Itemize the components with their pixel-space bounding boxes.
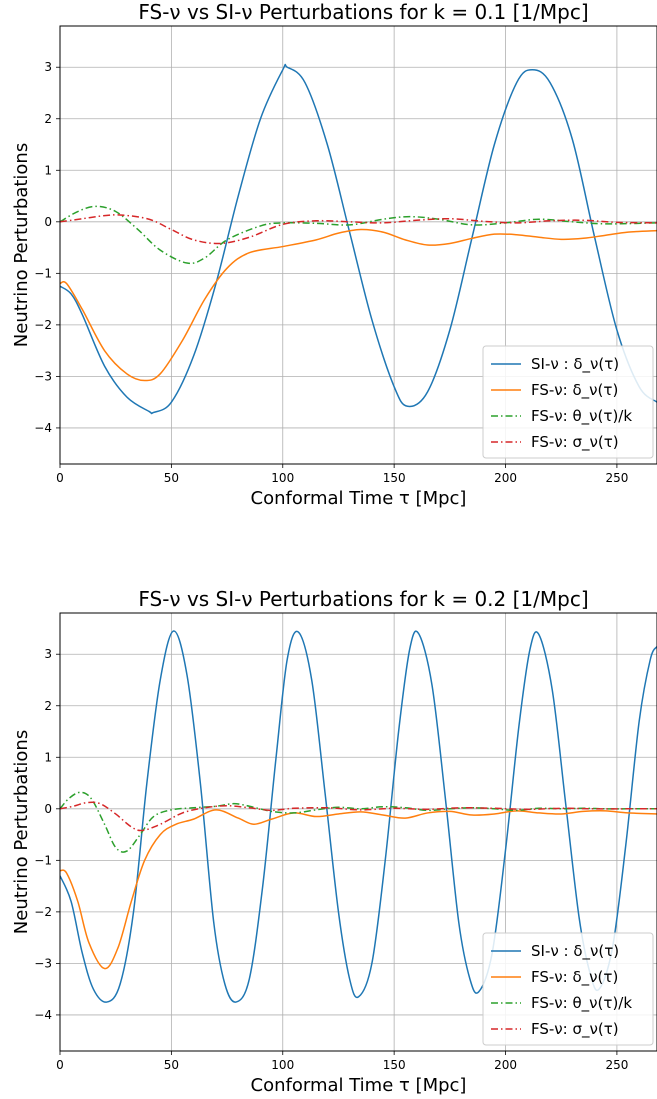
y-tick-label: −2 — [34, 318, 52, 332]
y-tick-label: −4 — [34, 421, 52, 435]
x-tick-label: 100 — [271, 471, 294, 485]
series-line-2 — [60, 809, 657, 970]
x-tick-label: 0 — [56, 471, 64, 485]
series-line-4 — [60, 801, 657, 832]
y-tick-label: 3 — [44, 60, 52, 74]
y-tick-label: 3 — [44, 647, 52, 661]
x-axis-label: Conformal Time τ [Mpc] — [251, 488, 467, 509]
x-tick-label: 250 — [605, 1058, 628, 1072]
x-tick-label: 250 — [605, 471, 628, 485]
legend-label-4: FS-ν: σ_ν(τ) — [531, 1020, 619, 1039]
x-tick-label: 50 — [164, 471, 179, 485]
y-tick-label: −1 — [34, 266, 52, 280]
series-group — [60, 630, 657, 1003]
legend-label-3: FS-ν: θ_ν(τ)/k — [531, 994, 632, 1013]
legend-label-2: FS-ν: δ_ν(τ) — [531, 381, 618, 400]
y-tick-label: −3 — [34, 956, 52, 970]
legend-label-3: FS-ν: θ_ν(τ)/k — [531, 407, 632, 426]
y-tick-label: −2 — [34, 905, 52, 919]
y-tick-label: 1 — [44, 163, 52, 177]
series-line-3 — [60, 791, 657, 853]
x-tick-label: 200 — [494, 1058, 517, 1072]
y-tick-label: 2 — [44, 112, 52, 126]
x-tick-label: 200 — [494, 471, 517, 485]
chart-panel-2: FS-ν vs SI-ν Perturbations for k = 0.2 [… — [11, 587, 657, 1096]
series-line-4 — [60, 214, 657, 245]
y-tick-label: 2 — [44, 699, 52, 713]
plot-frame — [59, 612, 657, 1052]
y-axis-label: Neutrino Perturbations — [11, 730, 32, 934]
chart-panel-1: FS-ν vs SI-ν Perturbations for k = 0.1 [… — [11, 0, 657, 509]
series-line-3 — [60, 205, 657, 265]
y-tick-label: −1 — [34, 853, 52, 867]
x-tick-label: 150 — [383, 1058, 406, 1072]
chart-title: FS-ν vs SI-ν Perturbations for k = 0.2 [… — [138, 587, 588, 611]
legend: SI-ν : δ_ν(τ) FS-ν: δ_ν(τ) FS-ν: θ_ν(τ)/k F… — [482, 932, 654, 1046]
legend-box — [482, 345, 654, 459]
y-tick-label: −4 — [34, 1008, 52, 1022]
legend-label-4: FS-ν: σ_ν(τ) — [531, 433, 619, 452]
legend: SI-ν : δ_ν(τ) FS-ν: δ_ν(τ) FS-ν: θ_ν(τ)/k F… — [482, 345, 654, 459]
y-tick-label: −3 — [34, 369, 52, 383]
x-tick-label: 0 — [56, 1058, 64, 1072]
series-line-1 — [60, 63, 657, 415]
y-axis-label: Neutrino Perturbations — [11, 143, 32, 347]
legend-label-2: FS-ν: δ_ν(τ) — [531, 968, 618, 987]
legend-box — [482, 932, 654, 1046]
series-group — [60, 63, 657, 415]
series-line-1 — [60, 630, 657, 1003]
y-tick-label: 0 — [44, 802, 52, 816]
x-tick-label: 100 — [271, 1058, 294, 1072]
x-axis-label: Conformal Time τ [Mpc] — [251, 1075, 467, 1096]
series-line-2 — [60, 228, 657, 382]
legend-label-1: SI-ν : δ_ν(τ) — [531, 355, 619, 374]
chart-title: FS-ν vs SI-ν Perturbations for k = 0.1 [… — [138, 0, 588, 24]
plot-frame — [59, 25, 657, 465]
x-tick-label: 50 — [164, 1058, 179, 1072]
y-tick-label: 1 — [44, 750, 52, 764]
x-tick-label: 150 — [383, 471, 406, 485]
legend-label-1: SI-ν : δ_ν(τ) — [531, 942, 619, 961]
y-tick-label: 0 — [44, 215, 52, 229]
